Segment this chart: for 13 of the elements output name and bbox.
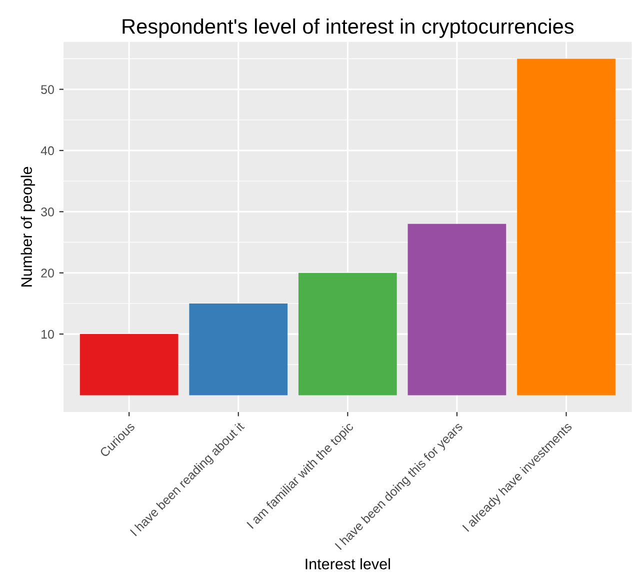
- y-tick-label: 20: [41, 268, 54, 278]
- y-tick-label: 50: [41, 85, 54, 94]
- bar: [517, 58, 616, 396]
- y-tick-label: 30: [41, 207, 54, 216]
- bar: [298, 272, 397, 396]
- bar: [408, 224, 506, 396]
- x-axis-title: Interest level: [306, 558, 390, 570]
- chart-title: Respondent's level of interest in cryptocurrencies: [122, 18, 574, 38]
- y-tick-label: 40: [40, 146, 54, 156]
- bar: [189, 303, 288, 396]
- y-tick-label: 10: [42, 330, 54, 339]
- bar: [80, 334, 178, 396]
- y-axis-title: Number of people: [20, 166, 36, 286]
